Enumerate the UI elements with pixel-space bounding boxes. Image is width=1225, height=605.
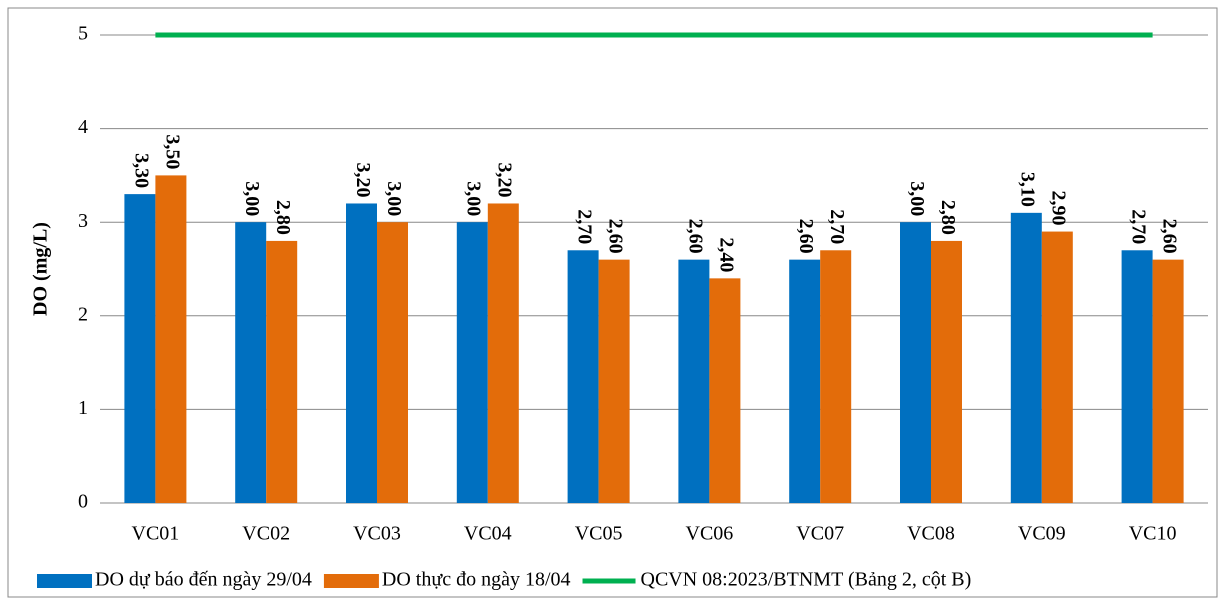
bar (789, 259, 821, 503)
value-label: 2,80 (272, 200, 294, 235)
x-tick-label: VC05 (575, 523, 623, 545)
value-label: 2,60 (605, 219, 627, 254)
legend-label: DO thực đo ngày 18/04 (382, 569, 571, 591)
bar (235, 222, 267, 503)
bar (678, 259, 710, 503)
value-label: 3,00 (241, 181, 263, 216)
y-axis-label: DO (mg/L) (30, 222, 52, 316)
x-tick-label: VC08 (907, 523, 955, 545)
value-label: 3,30 (130, 153, 152, 188)
value-label: 3,00 (383, 181, 405, 216)
legend-label: QCVN 08:2023/BTNMT (Bảng 2, cột B) (641, 569, 972, 591)
value-label: 2,40 (715, 237, 737, 272)
y-tick-label: 3 (78, 210, 88, 232)
bar (1121, 250, 1153, 503)
y-tick-label: 4 (78, 116, 88, 138)
bar (709, 278, 741, 503)
value-label: 3,00 (463, 181, 485, 216)
bar (377, 222, 408, 503)
bar (900, 222, 931, 503)
x-tick-label: VC07 (796, 523, 844, 545)
x-tick-label: VC10 (1129, 523, 1177, 545)
x-tick-label: VC02 (242, 523, 290, 545)
bar (155, 175, 187, 503)
bar (266, 240, 298, 504)
value-label: 3,10 (1017, 172, 1039, 207)
bar (346, 203, 377, 504)
y-tick-label: 1 (78, 397, 88, 419)
x-tick-label: VC06 (686, 523, 734, 545)
value-label: 3,20 (494, 162, 516, 197)
legend-swatch (37, 574, 92, 588)
bar (598, 259, 630, 503)
x-tick-label: VC03 (353, 523, 401, 545)
value-label: 2,80 (937, 200, 959, 235)
value-label: 2,60 (1159, 219, 1181, 254)
bar (1041, 231, 1073, 503)
x-tick-label: VC09 (1018, 523, 1066, 545)
bar (487, 203, 519, 504)
bar (124, 194, 156, 503)
x-tick-label: VC04 (464, 523, 512, 545)
value-label: 3,50 (161, 134, 183, 169)
value-label: 2,90 (1048, 191, 1070, 226)
bar (1152, 259, 1184, 503)
value-label: 2,70 (574, 209, 596, 244)
value-label: 3,00 (906, 181, 928, 216)
value-label: 3,20 (352, 162, 374, 197)
y-tick-label: 2 (78, 303, 88, 325)
value-label: 2,60 (684, 219, 706, 254)
value-label: 2,70 (826, 209, 848, 244)
x-tick-label: VC01 (132, 523, 180, 545)
bar (567, 250, 599, 503)
bar (456, 222, 488, 503)
bar (820, 250, 852, 503)
legend-label: DO dự báo đến ngày 29/04 (95, 569, 312, 591)
value-label: 2,70 (1128, 209, 1150, 244)
bar (1010, 212, 1042, 503)
value-label: 2,60 (795, 219, 817, 254)
legend-swatch (323, 574, 379, 588)
bar (931, 240, 962, 504)
y-tick-label: 5 (78, 23, 88, 45)
y-tick-label: 0 (78, 491, 88, 513)
